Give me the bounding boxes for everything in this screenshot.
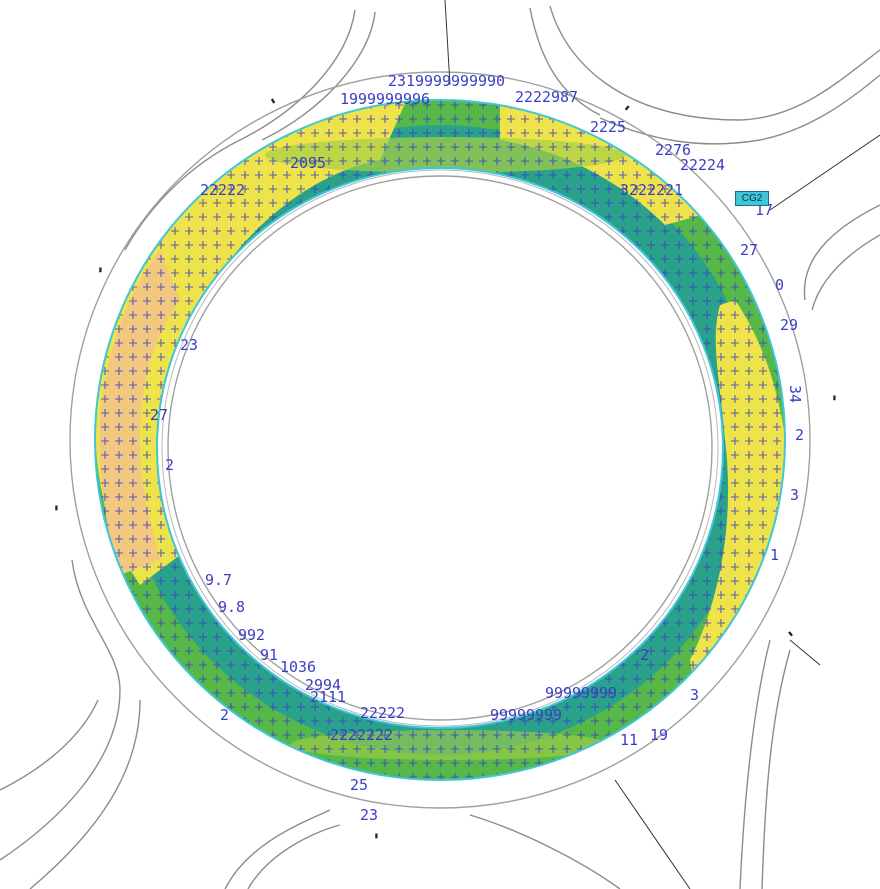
road-edge-ne-mid — [599, 74, 880, 145]
road-edge-e-inner — [811, 234, 880, 311]
leader-line-south — [614, 779, 691, 889]
value-label: 2 — [795, 426, 804, 444]
value-label: 99999999 — [545, 684, 617, 702]
value-label: 9.7 — [205, 571, 232, 589]
value-label: 34 — [786, 385, 804, 403]
value-label: 99999999 — [490, 706, 562, 724]
road-edge-e-outer — [803, 204, 880, 301]
value-label: 1036 — [280, 658, 316, 676]
leader-line-east — [769, 134, 880, 211]
value-label: 3 — [790, 486, 799, 504]
leader-line-southeast — [789, 639, 821, 666]
road-marker: ▮ — [623, 103, 632, 113]
road-edge-w-outer — [0, 559, 121, 861]
value-label: 0 — [775, 276, 784, 294]
value-label: 27 — [740, 241, 758, 259]
road-edge-ne-outer — [549, 5, 880, 121]
value-label: 2 — [165, 456, 174, 474]
road-marker: ▮ — [269, 96, 278, 106]
road-edge-s-left — [224, 809, 331, 889]
value-label: 22222 — [360, 704, 405, 722]
value-label: 2319999999990 — [388, 72, 505, 90]
road-markers: ▮ ▮ ▮ ▮ ▮ ▮ ▮ — [54, 96, 837, 840]
value-label: 19 — [650, 726, 668, 744]
leader-lines — [444, 0, 880, 889]
inner-island-boundary — [167, 175, 713, 721]
road-marker: ▮ — [832, 393, 837, 402]
road-marker: ▮ — [54, 503, 59, 512]
value-label: 91 — [260, 646, 278, 664]
value-label: 22222 — [200, 181, 245, 199]
value-label: 27 — [150, 406, 168, 424]
value-label: 1 — [770, 546, 779, 564]
road-edge-s-left2 — [247, 824, 341, 889]
value-label: 23 — [180, 336, 198, 354]
value-label: 3222221 — [620, 181, 683, 199]
road-marker: ▮ — [374, 831, 379, 840]
value-label: 3 — [690, 686, 699, 704]
road-marker: ▮ — [786, 629, 795, 639]
value-labels: 2319999999990222298722251999999996227622… — [150, 72, 804, 824]
road-marker: ▮ — [98, 265, 103, 274]
road-edge-se-outer — [739, 639, 771, 889]
road-network — [0, 5, 880, 889]
value-label: 23 — [360, 806, 378, 824]
value-label: 9.8 — [218, 598, 245, 616]
value-label: 2276 — [655, 141, 691, 159]
value-label: 992 — [238, 626, 265, 644]
outer-road-boundary — [69, 71, 811, 809]
value-label: 22224 — [680, 156, 725, 174]
value-label: 29 — [780, 316, 798, 334]
value-label: 2994 — [305, 676, 341, 694]
leader-line-north — [444, 0, 451, 86]
value-label: 2 — [640, 646, 649, 664]
value-label: 2222222 — [330, 726, 393, 744]
road-edge-n-right — [529, 7, 601, 116]
inner-island-edge — [161, 169, 719, 727]
value-label: 2111 — [310, 688, 346, 706]
value-label: 2225 — [590, 118, 626, 136]
value-label: 1999999996 — [340, 90, 430, 108]
road-edge-w-inner — [29, 699, 141, 889]
road-edge-nw-inner — [261, 11, 376, 141]
road-edge-sw — [0, 699, 99, 791]
ring-outer-edge — [94, 99, 786, 781]
value-label: 2095 — [290, 154, 326, 172]
road-edge-nw-outer — [124, 9, 356, 251]
callout-label-cg2: CG2 — [735, 191, 769, 206]
road-edge-se-inner — [761, 649, 791, 889]
value-label: 11 — [620, 731, 638, 749]
road-edge-s-right — [469, 814, 621, 889]
ring-inner-edge — [156, 167, 724, 729]
value-label: 2222987 — [515, 88, 578, 106]
value-label: 2 — [220, 706, 229, 724]
value-label: 25 — [350, 776, 368, 794]
